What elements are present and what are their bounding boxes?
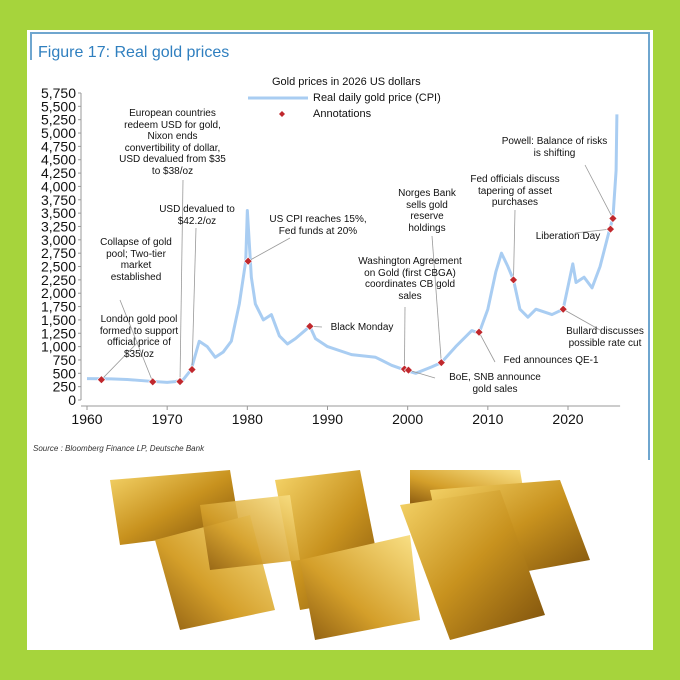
- annotation-leader-line: [574, 228, 611, 234]
- y-tick-label: 750: [53, 352, 77, 368]
- y-tick-label: 4,750: [41, 138, 76, 154]
- y-tick-label: 1,500: [41, 312, 76, 328]
- annotation-marker: [187, 365, 197, 374]
- y-tick-label: 5,000: [41, 125, 76, 141]
- y-tick-label: 500: [53, 365, 77, 381]
- annotation-leader-line: [119, 299, 154, 382]
- y-tick-label: 3,250: [41, 218, 76, 234]
- gold-bar: [200, 495, 300, 570]
- figure-title: Figure 17: Real gold prices: [38, 44, 230, 61]
- y-tick-label: 4,250: [41, 165, 76, 181]
- gold-bar: [400, 490, 545, 640]
- y-tick-label: 1,000: [41, 339, 76, 355]
- legend-annotation-marker: [279, 111, 285, 117]
- annotation-leader-line: [478, 332, 496, 363]
- annotation-leader-line: [562, 308, 601, 331]
- legend-label-annotations: Annotations: [313, 108, 372, 120]
- annotation-leader-line: [191, 227, 197, 370]
- y-tick-label: 1,750: [41, 299, 76, 315]
- annotation-label-boe-snb: BoE, SNB announce gold sales: [449, 372, 541, 395]
- y-tick-label: 5,750: [41, 85, 76, 101]
- y-tick-label: 1,250: [41, 325, 76, 341]
- annotation-leader-line: [247, 237, 291, 262]
- annotation-label-european-countries: European countries redeem USD for gold, …: [119, 108, 226, 177]
- annotation-leader-line: [404, 306, 406, 370]
- annotation-marker: [404, 365, 413, 375]
- x-tick-label: 1980: [232, 411, 263, 427]
- annotation-marker: [148, 377, 158, 387]
- annotation-leader-line: [179, 179, 184, 382]
- x-tick-label: 1960: [71, 411, 102, 427]
- chart-subtitle: Gold prices in 2026 US dollars: [272, 76, 421, 88]
- y-tick-label: 2,000: [41, 285, 76, 301]
- x-tick-label: 1990: [312, 411, 343, 427]
- annotation-marker: [97, 375, 106, 385]
- annotation-leader-line: [584, 164, 614, 219]
- y-tick-label: 2,250: [41, 272, 76, 288]
- frame-line: [648, 32, 650, 460]
- gold-bar: [300, 535, 420, 640]
- annotation-label-powell: Powell: Balance of risks is shifting: [501, 136, 608, 159]
- annotation-label-us-cpi: US CPI reaches 15%, Fed funds at 20%: [269, 214, 367, 237]
- annotation-marker: [608, 214, 618, 223]
- y-tick-label: 4,500: [41, 152, 76, 168]
- y-tick-label: 3,750: [41, 192, 76, 208]
- source-note: Source : Bloomberg Finance LP, Deutsche …: [33, 444, 205, 453]
- x-tick-label: 2000: [392, 411, 423, 427]
- y-tick-label: 250: [53, 379, 77, 395]
- annotation-marker: [305, 321, 315, 331]
- annotation-marker: [175, 377, 185, 387]
- annotation-label-washington-agreement: Washington Agreement on Gold (first CBGA…: [358, 256, 462, 302]
- annotation-leader-line: [431, 235, 442, 363]
- chart-figure: Figure 17: Real gold prices Source : Blo…: [30, 32, 650, 462]
- annotation-marker: [243, 256, 253, 266]
- annotation-leader-line: [101, 339, 141, 380]
- annotation-marker: [474, 327, 484, 337]
- annotation-leader-line: [408, 369, 436, 379]
- y-tick-label: 2,750: [41, 245, 76, 261]
- annotation-label-black-monday: Black Monday: [330, 322, 394, 333]
- title-accent-bar: [30, 34, 32, 60]
- annotation-leader-line: [513, 209, 516, 280]
- y-tick-label: 5,250: [41, 112, 76, 128]
- annotation-label-usd-devalued: USD devalued to $42.2/oz: [159, 204, 235, 227]
- annotation-marker: [436, 358, 446, 368]
- annotation-label-london-pool: London gold pool formed to support offic…: [99, 314, 179, 360]
- annotation-label-gold-pool-collapse: Collapse of gold pool; Two-tier market e…: [100, 237, 172, 283]
- annotation-marker: [558, 304, 568, 314]
- y-tick-label: 3,500: [41, 205, 76, 221]
- x-tick-label: 2020: [552, 411, 583, 427]
- legend-label-line: Real daily gold price (CPI): [313, 92, 441, 104]
- annotation-label-bullard: Bullard discusses possible rate cut: [566, 326, 644, 349]
- x-tick-label: 2010: [472, 411, 503, 427]
- y-tick-label: 5,500: [41, 98, 76, 114]
- annotation-label-liberation-day: Liberation Day: [535, 231, 601, 242]
- annotation-label-tapering: Fed officials discuss tapering of asset …: [470, 174, 560, 208]
- y-tick-label: 4,000: [41, 178, 76, 194]
- annotation-marker: [509, 275, 518, 285]
- y-tick-label: 3,000: [41, 232, 76, 248]
- annotation-label-norges-bank: Norges Bank sells gold reserve holdings: [398, 188, 456, 234]
- annotation-label-qe1: Fed announces QE-1: [503, 355, 599, 366]
- y-tick-label: 0: [68, 392, 76, 408]
- x-tick-label: 1970: [152, 411, 183, 427]
- annotation-marker: [606, 224, 615, 234]
- y-tick-label: 2,500: [41, 259, 76, 275]
